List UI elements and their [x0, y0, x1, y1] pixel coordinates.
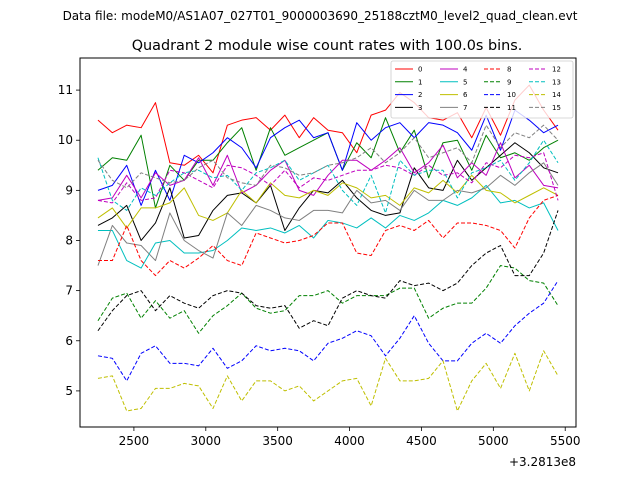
- legend-label-6: 6: [463, 91, 468, 99]
- series-line-13: [97, 139, 559, 214]
- legend-label-15: 15: [552, 104, 561, 112]
- legend-label-1: 1: [418, 78, 422, 86]
- legend-label-11: 11: [507, 104, 516, 112]
- y-tick-label: 9: [65, 183, 73, 197]
- series-line-11: [97, 210, 559, 332]
- series-line-2: [97, 109, 559, 206]
- series-line-8: [97, 194, 559, 277]
- legend-label-2: 2: [418, 91, 422, 99]
- series-line-10: [97, 280, 559, 382]
- x-tick-label: 4000: [334, 434, 365, 448]
- axes-frame: [79, 57, 577, 428]
- legend-label-7: 7: [463, 104, 467, 112]
- y-tick-label: 5: [65, 384, 73, 398]
- x-tick-label: 3000: [191, 434, 222, 448]
- legend-label-3: 3: [418, 104, 422, 112]
- series-line-15: [97, 124, 559, 189]
- y-tick-label: 11: [58, 83, 73, 97]
- chart-title: Quadrant 2 module wise count rates with …: [132, 38, 523, 54]
- legend-label-13: 13: [552, 78, 561, 86]
- legend-label-0: 0: [418, 66, 422, 74]
- x-tick-label: 4500: [406, 434, 437, 448]
- y-axis-ticks: 5 6 7 8 9 10 11: [58, 83, 80, 398]
- y-tick-label: 6: [65, 334, 73, 348]
- series-line-3: [97, 142, 559, 241]
- legend-label-9: 9: [507, 78, 511, 86]
- series-line-6: [97, 174, 559, 229]
- legend-label-10: 10: [507, 91, 516, 99]
- series-line-9: [97, 265, 559, 334]
- series-line-14: [97, 350, 559, 412]
- legend-box: [390, 60, 574, 119]
- y-tick-label: 10: [58, 133, 73, 147]
- x-tick-label: 5000: [478, 434, 509, 448]
- x-tick-label: 5500: [550, 434, 581, 448]
- legend-label-14: 14: [552, 91, 561, 99]
- legend-label-5: 5: [463, 78, 467, 86]
- legend-label-12: 12: [552, 66, 561, 74]
- series-layer: [97, 84, 559, 412]
- x-axis-ticks: 2500 3000 3500 4000 4500 5000 5500: [119, 427, 581, 448]
- y-tick-label: 8: [65, 233, 73, 247]
- x-tick-label: 3500: [262, 434, 293, 448]
- legend-label-4: 4: [463, 66, 468, 74]
- x-axis-offset-label: +3.2813e8: [509, 455, 576, 469]
- figure-suptitle: Data file: modeM0/AS1A07_027T01_90000036…: [63, 9, 578, 23]
- series-line-7: [97, 162, 559, 266]
- y-tick-label: 7: [65, 284, 73, 298]
- x-tick-label: 2500: [119, 434, 150, 448]
- legend-label-8: 8: [507, 66, 511, 74]
- series-line-4: [97, 142, 559, 201]
- series-line-5: [97, 184, 559, 269]
